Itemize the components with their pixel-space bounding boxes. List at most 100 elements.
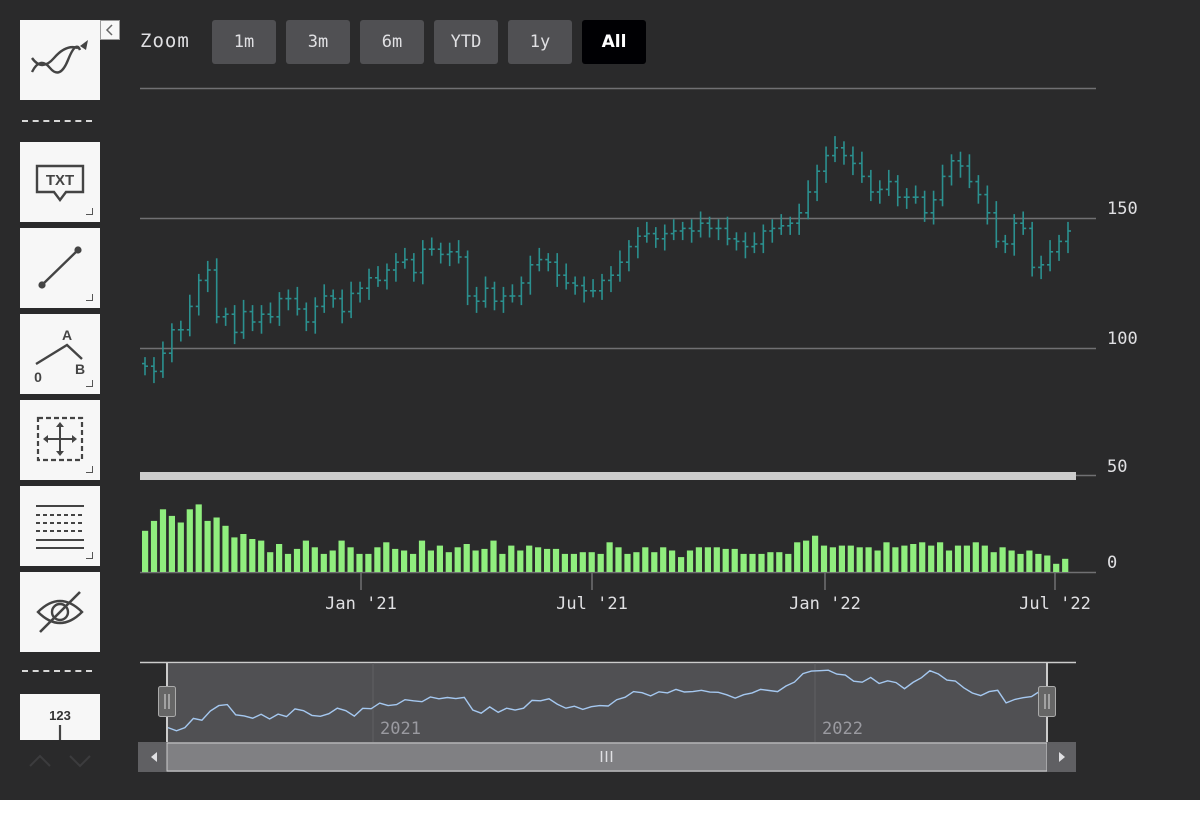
ohlc-point	[545, 253, 552, 272]
zoom-1y-button[interactable]: 1y	[508, 20, 572, 64]
y-tick-label: 150	[1107, 199, 1138, 219]
volume-series	[142, 504, 1069, 573]
volume-bar	[463, 544, 470, 572]
zoom-all-button[interactable]: All	[582, 20, 646, 64]
ohlc-point	[616, 250, 623, 282]
volume-bar	[374, 547, 381, 573]
volume-bar	[704, 547, 711, 573]
volume-bar	[990, 552, 997, 572]
y-tick-label: 50	[1107, 457, 1127, 477]
chevron-up-icon[interactable]	[29, 754, 51, 767]
volume-bar	[222, 525, 229, 572]
volume-bar	[320, 553, 327, 572]
navigator-year-label: 2021	[380, 719, 421, 739]
ohlc-point	[374, 266, 381, 287]
ohlc-point	[204, 260, 211, 293]
pane-resizer[interactable]	[140, 472, 1076, 480]
volume-bar	[1008, 550, 1015, 572]
toggle-annotations-button[interactable]	[20, 572, 100, 652]
zoom-ytd-button[interactable]: YTD	[434, 20, 498, 64]
ohlc-point	[509, 284, 516, 303]
volume-bar	[678, 557, 685, 572]
chevron-down-icon[interactable]	[69, 755, 91, 768]
submenu-arrow-icon	[86, 466, 93, 473]
submenu-arrow-icon	[86, 208, 93, 215]
volume-bar	[820, 545, 828, 572]
ohlc-point	[885, 169, 892, 196]
ohlc-point	[912, 185, 919, 204]
volume-bar	[686, 550, 694, 572]
volume-bar	[535, 547, 542, 573]
zoom-3m-button[interactable]: 3m	[286, 20, 350, 64]
volume-bar	[669, 550, 676, 572]
scrollbar[interactable]	[138, 742, 1076, 772]
ohlc-point	[527, 255, 534, 295]
navigator-left-handle[interactable]	[158, 686, 176, 717]
volume-bar	[508, 545, 515, 572]
navigator-right-handle[interactable]	[1038, 686, 1056, 717]
ohlc-point	[742, 232, 749, 259]
volume-bar	[570, 553, 577, 572]
volume-bar	[776, 552, 783, 572]
volume-bar	[195, 504, 202, 572]
ohlc-point	[267, 302, 274, 324]
volume-bar	[945, 550, 953, 572]
ohlc-point	[357, 281, 364, 303]
ohlc-point	[240, 299, 247, 339]
ohlc-point	[930, 190, 937, 225]
fibonacci-button[interactable]	[20, 486, 100, 566]
ohlc-point	[993, 201, 1000, 248]
volume-bar	[204, 520, 211, 572]
volume-bar	[981, 545, 988, 572]
text-annotation-button[interactable]: TXT	[20, 142, 100, 222]
current-price-indicator-button[interactable]: 123	[20, 694, 100, 740]
range-selector-label: Zoom	[140, 30, 190, 52]
navigator[interactable]: 2021 2022	[140, 661, 1076, 771]
ohlc-series	[142, 136, 1071, 384]
ohlc-point	[1047, 240, 1054, 272]
ohlc-point	[410, 253, 417, 282]
measure-icon	[36, 416, 84, 462]
ohlc-point	[1038, 255, 1045, 280]
text-annotation-glyph: TXT	[46, 172, 74, 189]
volume-bar	[472, 550, 479, 572]
ohlc-point	[921, 190, 928, 222]
volume-bar	[794, 542, 801, 572]
ohlc-point	[366, 268, 373, 300]
volume-bar	[597, 553, 604, 572]
arrow-right-icon	[1059, 752, 1065, 762]
ohlc-point	[1002, 234, 1009, 254]
volume-bar	[142, 530, 149, 573]
measure-button[interactable]	[20, 400, 100, 480]
volume-bar	[865, 547, 872, 573]
volume-bar	[392, 548, 399, 572]
volume-bar	[249, 539, 256, 572]
volume-bar	[445, 552, 452, 572]
volume-bar	[847, 545, 854, 572]
ohlc-point	[473, 286, 480, 313]
collapse-toolbar-button[interactable]	[100, 20, 120, 40]
ohlc-point	[1020, 211, 1027, 235]
volume-bar	[168, 515, 175, 572]
stock-tools-toolbar: TXT A 0 B	[0, 0, 120, 800]
zoom-6m-button[interactable]: 6m	[360, 20, 424, 64]
y-tick-label: 100	[1107, 329, 1138, 349]
ohlc-point	[321, 284, 328, 313]
volume-bar	[695, 547, 702, 573]
navigator-selected-range[interactable]	[167, 663, 1047, 743]
volume-bar	[928, 545, 935, 572]
volume-bar	[713, 547, 720, 573]
indicators-button[interactable]	[20, 20, 100, 100]
ohlc-point	[625, 240, 632, 272]
line-segment-button[interactable]	[20, 228, 100, 308]
ohlc-point	[294, 286, 301, 316]
ohlc-point	[599, 273, 606, 300]
elliott-wave-button[interactable]: A 0 B	[20, 314, 100, 394]
ohlc-point	[858, 151, 865, 183]
ohlc-point	[572, 276, 579, 295]
zoom-1m-button[interactable]: 1m	[212, 20, 276, 64]
volume-bar	[499, 553, 506, 572]
ohlc-point	[590, 279, 597, 298]
volume-bar	[749, 553, 756, 572]
toolbar-separator	[22, 670, 92, 672]
